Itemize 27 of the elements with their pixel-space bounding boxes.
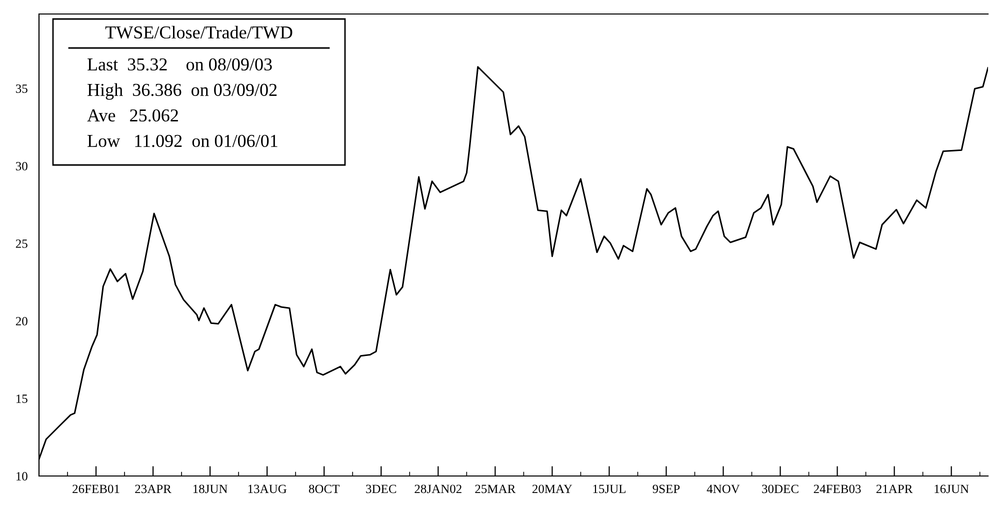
x-tick-label: 18JUN	[193, 484, 228, 494]
x-tick-label: 25MAR	[475, 484, 516, 494]
y-tick-label: 25	[16, 240, 28, 248]
x-tick-label: 21APR	[876, 484, 913, 494]
annotation: Last 35.32 on 08/09/03	[88, 58, 272, 71]
x-tick-label: 30DEC	[762, 484, 798, 494]
x-tick-label: 26FEB01	[72, 484, 120, 494]
x-tick-label: 3DEC	[366, 484, 396, 494]
x-tick-label: 24FEB03	[814, 484, 861, 494]
annotation: Low 11.092 on 01/06/01	[88, 134, 278, 148]
x-tick-label: 16JUN	[934, 484, 969, 494]
x-tick-label: 20MAY	[532, 484, 572, 494]
y-tick-label: 30	[16, 162, 28, 170]
annotation: High 36.386 on 03/09/02	[88, 83, 277, 100]
y-tick-label: 15	[16, 394, 28, 403]
y-tick-label: 10	[16, 472, 28, 480]
x-tick-label: 28JAN02	[414, 484, 462, 494]
x-tick-label: 8OCT	[308, 484, 340, 494]
y-tick-label: 35	[16, 84, 28, 93]
x-tick-label: 9SEP	[652, 484, 680, 494]
x-tick-label: 4NOV	[706, 484, 740, 494]
text: TWSE/Close/Trade/TWD	[105, 26, 292, 39]
annotation: Ave 25.062	[87, 109, 178, 122]
y-tick-label: 20	[16, 316, 28, 326]
x-tick-label: 13AUG	[248, 484, 286, 494]
x-tick-label: 23APR	[135, 484, 172, 494]
x-tick-label: 15JUL	[593, 484, 626, 494]
